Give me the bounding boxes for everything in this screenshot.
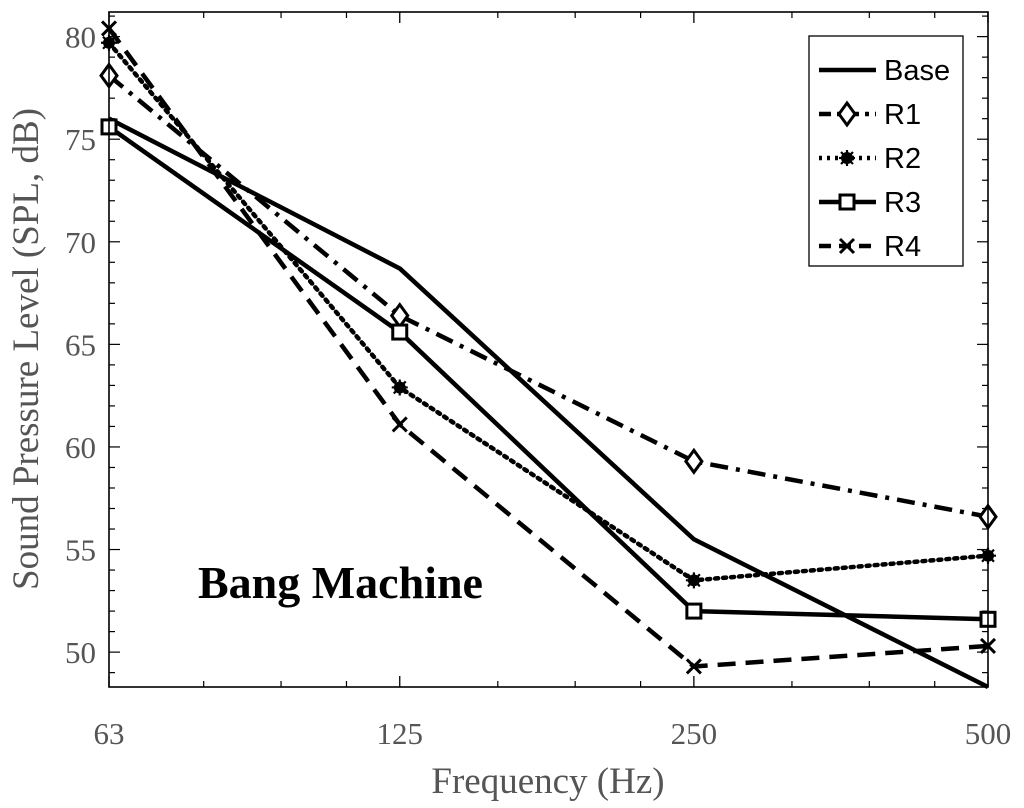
asterisk-marker [391, 379, 408, 396]
square-marker [685, 602, 703, 620]
series-line-r3 [107, 125, 989, 622]
x-tick-label: 500 [965, 716, 1012, 751]
y-tick-label: 80 [65, 20, 96, 55]
legend: Base R1 R2 R3 R4 [808, 35, 964, 267]
diamond-marker [684, 447, 704, 475]
x-tick-label: 125 [376, 716, 423, 751]
y-tick-label: 65 [65, 327, 96, 362]
legend-entry-r4: R4 [819, 231, 921, 263]
y-tick-label: 60 [65, 430, 96, 465]
y-tick-label: 50 [65, 635, 96, 670]
legend-box [808, 35, 964, 267]
asterisk-marker-rays [685, 572, 702, 589]
x-tick-label: 250 [671, 716, 718, 751]
legend-label-base: Base [884, 55, 950, 87]
series-line-r1 [107, 73, 989, 519]
y-tick-labels: 50 55 60 65 70 75 80 [65, 20, 96, 671]
x-tick-labels: 63 125 250 500 [94, 716, 1012, 751]
x-marker [391, 416, 408, 433]
legend-label-r3: R3 [884, 187, 921, 219]
legend-entry-r2: R2 [819, 143, 921, 175]
square-marker [391, 323, 409, 341]
legend-label-r2: R2 [884, 143, 921, 175]
series-line-r4 [107, 27, 989, 669]
square-marker [838, 193, 856, 211]
legend-label-r4: R4 [884, 231, 921, 263]
legend-entries: Base R1 R2 R3 R4 [819, 55, 950, 263]
chart-annotation: Bang Machine [198, 557, 483, 608]
asterisk-marker [839, 150, 855, 166]
legend-label-r1: R1 [884, 99, 921, 131]
asterisk-marker-rays [391, 379, 408, 396]
y-tick-label: 55 [65, 533, 96, 568]
asterisk-marker-rays [839, 150, 855, 166]
legend-entry-r1: R1 [819, 99, 921, 131]
series-line-r2 [106, 40, 991, 583]
plot-frame [108, 11, 989, 688]
x-tick-label: 63 [94, 716, 125, 751]
y-tick-label: 70 [65, 225, 96, 260]
y-tick-label: 75 [65, 122, 96, 157]
legend-entry-r3: R3 [819, 187, 921, 219]
series-lines [106, 27, 991, 690]
x-axis-label: Frequency (Hz) [431, 761, 664, 802]
y-axis-label: Sound Pressure Level (SPL, dB) [6, 108, 47, 590]
diamond-marker [837, 100, 857, 128]
legend-entry-base: Base [819, 55, 950, 87]
x-marker [838, 237, 856, 255]
x-marker [685, 658, 702, 675]
asterisk-marker [685, 572, 702, 589]
